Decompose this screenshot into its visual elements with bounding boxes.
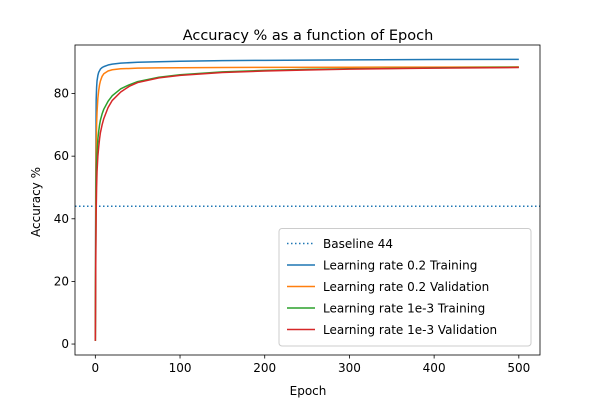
plot-area bbox=[75, 58, 540, 341]
legend: Baseline 44 Learning rate 0.2 Training Lea… bbox=[278, 228, 532, 347]
axes: 0 100 200 300 400 500 0 20 40 60 80 bbox=[54, 44, 541, 375]
series-line-learning-rate-0-2-training bbox=[94, 58, 519, 341]
y-tick-label-40: 40 bbox=[54, 212, 69, 226]
legend-label-learning-rate-0-2-training: Learning rate 0.2 Training bbox=[323, 259, 477, 273]
y-tick-label-80: 80 bbox=[54, 87, 69, 101]
axes-frame bbox=[74, 44, 541, 356]
legend-box bbox=[278, 228, 532, 347]
x-tick-label-200: 200 bbox=[253, 361, 276, 375]
legend-label-learning-rate-1e-3-validation: Learning rate 1e-3 Validation bbox=[323, 323, 497, 337]
legend-label-baseline-44: Baseline 44 bbox=[323, 237, 393, 251]
y-tick-label-60: 60 bbox=[54, 149, 69, 163]
x-tick-label-400: 400 bbox=[423, 361, 446, 375]
y-tick-label-20: 20 bbox=[54, 274, 69, 288]
x-tick-label-0: 0 bbox=[92, 361, 100, 375]
x-axis-label: Epoch bbox=[290, 384, 327, 398]
y-axis-label: Accuracy % bbox=[29, 167, 43, 237]
chart-title: Accuracy % as a function of Epoch bbox=[183, 28, 434, 44]
series-line-learning-rate-0-2-validation bbox=[94, 66, 519, 341]
legend-label-learning-rate-0-2-validation: Learning rate 0.2 Validation bbox=[323, 280, 489, 294]
x-tick-label-300: 300 bbox=[338, 361, 361, 375]
y-tick-label-0: 0 bbox=[61, 337, 69, 351]
x-tick-label-100: 100 bbox=[169, 361, 192, 375]
series-line-learning-rate-1e-3-validation bbox=[94, 66, 519, 341]
legend-label-learning-rate-1e-3-training: Learning rate 1e-3 Training bbox=[323, 302, 485, 316]
x-tick-label-500: 500 bbox=[507, 361, 530, 375]
